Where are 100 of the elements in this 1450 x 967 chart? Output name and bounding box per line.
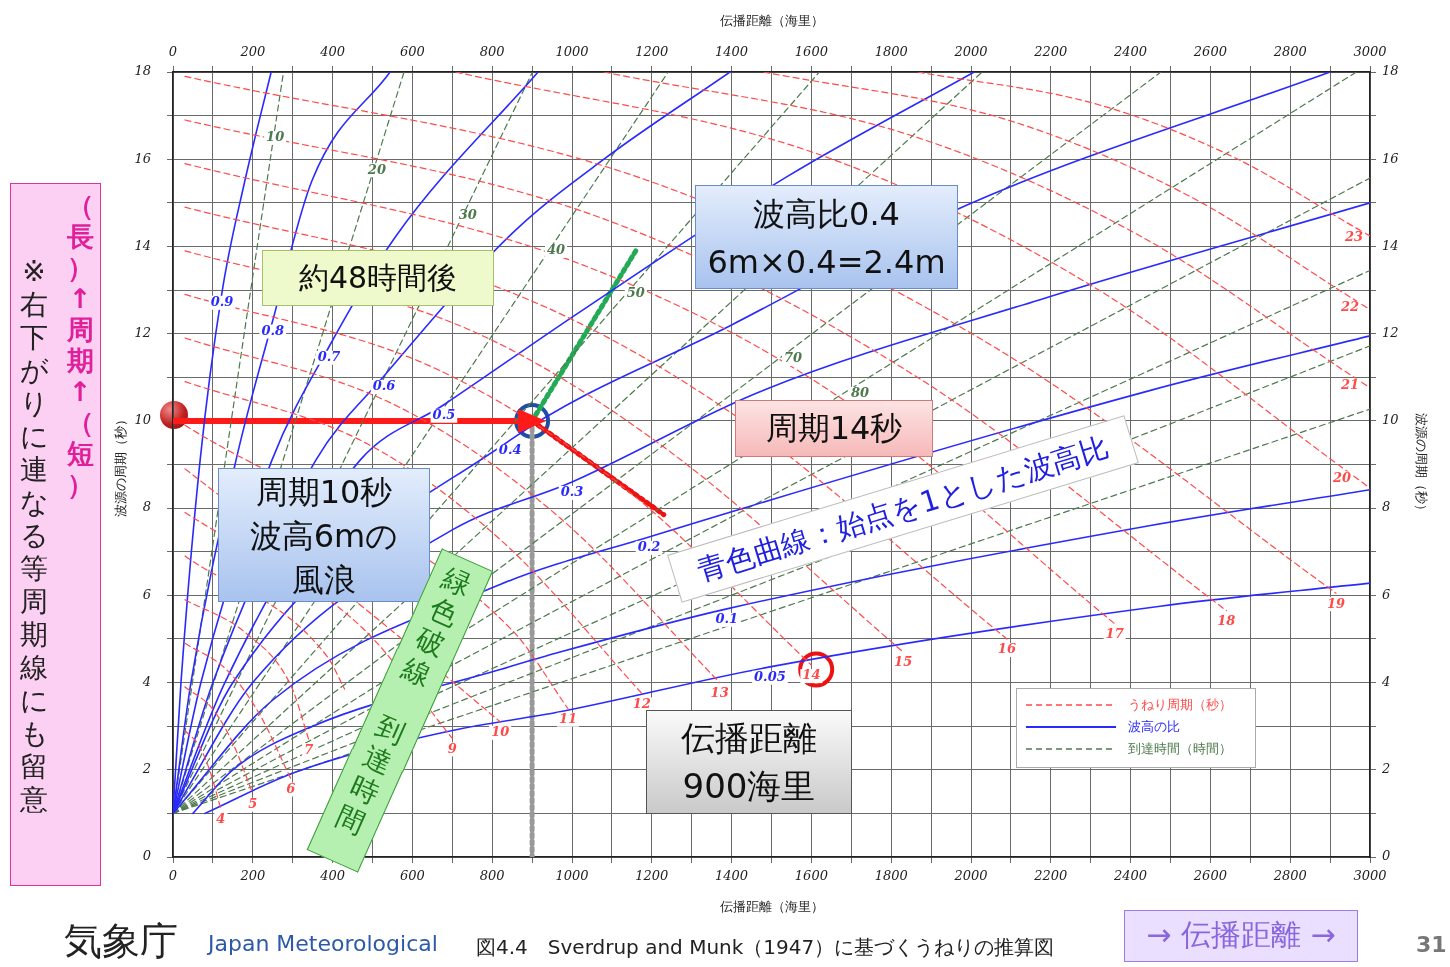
annotation: 11: [558, 711, 578, 727]
annotation: 10: [491, 724, 510, 740]
y-tick-label: 14: [134, 237, 151, 253]
annotation: 周期10秒: [254, 472, 394, 513]
x-tick-label: 1000: [555, 868, 589, 884]
x2-tick-label: 200: [239, 43, 266, 59]
x2-tick-label: 600: [399, 43, 425, 59]
annotation: 0.5: [432, 407, 456, 423]
y2-tick-label: 12: [1382, 325, 1399, 341]
text: ※右下がりに連なる等周期線にも留意: [19, 255, 49, 816]
y2-tick-label: 4: [1381, 673, 1391, 689]
y2-tick-label: 0: [1382, 848, 1391, 864]
annotation: 伝播距離: [680, 717, 818, 760]
annotation: 20: [1332, 469, 1352, 485]
annotation: 0.05: [754, 669, 786, 685]
annotation: 22: [1340, 299, 1360, 315]
annotation: 風浪: [292, 561, 356, 599]
annotation: 0.2: [637, 539, 661, 555]
y2-tick-label: 16: [1382, 150, 1399, 166]
y-tick-label: 18: [134, 63, 151, 79]
x-tick-label: 2800: [1272, 868, 1307, 884]
annotation: 30: [458, 207, 477, 223]
annotation: 0.6: [372, 378, 396, 394]
annotation: 13: [710, 684, 729, 700]
y2-tick-label: 14: [1382, 237, 1399, 253]
text: Japan Meteorological: [208, 931, 438, 956]
x2-tick-label: 1400: [715, 43, 749, 59]
annotation: 波高比0.4: [752, 194, 901, 235]
y-tick-label: 0: [142, 848, 151, 864]
annotation: 10: [266, 129, 285, 145]
annotation: 6: [286, 780, 296, 796]
x-tick-label: 2600: [1192, 868, 1227, 884]
annotation: 0.7: [317, 349, 341, 365]
annotation: 0.9: [210, 294, 234, 310]
annotation: 0.8: [261, 322, 285, 338]
x2-tick-label: 2400: [1113, 43, 1148, 59]
caption: 図4.4 Sverdrup and Munk（1947）に基づくうねりの推算図: [476, 934, 1055, 961]
y-tick-label: 6: [142, 586, 151, 602]
annotation: 6m×0.4=2.4m: [706, 242, 947, 283]
annotation: 18: [1217, 612, 1236, 628]
y2-tick-label: 2: [1381, 761, 1391, 777]
x-tick-label: 800: [479, 868, 505, 884]
x-tick-label: 400: [319, 868, 346, 884]
x2-tick-label: 2000: [953, 43, 988, 59]
x2-tick-label: 800: [479, 43, 505, 59]
annotation: 緑色破線: [396, 560, 478, 695]
annotation: 23: [1343, 229, 1364, 245]
x-axis-title: 伝播距離（海里）: [719, 898, 824, 914]
x-tick-label: 1800: [874, 868, 908, 884]
annotation: 16: [997, 641, 1016, 657]
x2-tick-label: 2600: [1192, 43, 1227, 59]
annotation: 到達時間: [330, 708, 412, 843]
x2-tick-label: 1200: [635, 43, 669, 59]
annotation: 15: [894, 654, 913, 670]
x2-tick-label: 2800: [1272, 43, 1307, 59]
text: （長）↑周期↑（短）: [66, 190, 94, 500]
x2-tick-label: 3000: [1353, 43, 1387, 59]
y-axis-title: 波源の周期（秒）: [113, 412, 129, 517]
annotation: 70: [784, 350, 803, 366]
x2-tick-label: 400: [319, 43, 346, 59]
annotation: 7: [304, 741, 314, 757]
y2-axis-title: 波源の周期（秒）: [1413, 412, 1429, 517]
annotation: 17: [1105, 626, 1124, 642]
y-tick-label: 10: [134, 412, 151, 428]
annotation: 5: [248, 796, 258, 812]
x-tick-label: 600: [399, 868, 425, 884]
annotation: 20: [366, 161, 386, 177]
x-tick-label: 1400: [715, 868, 749, 884]
x2-tick-label: 1000: [555, 43, 589, 59]
annotation: 0.1: [715, 611, 739, 627]
text: 31: [1416, 932, 1447, 957]
y2-tick-label: 6: [1382, 586, 1391, 602]
annotation: 19: [1327, 595, 1346, 611]
annotation: 0.4: [498, 442, 522, 458]
y2-tick-label: 18: [1382, 63, 1399, 79]
annotation: 900海里: [681, 765, 817, 808]
x2-tick-label: 1600: [794, 43, 828, 59]
annotation: 14: [802, 667, 821, 683]
x-tick-label: 2200: [1033, 868, 1068, 884]
x-tick-label: 3000: [1353, 868, 1387, 884]
text: 到達時間（時間）: [1128, 740, 1232, 758]
y-tick-label: 12: [134, 325, 151, 341]
x2-tick-label: 0: [168, 43, 178, 59]
x-tick-label: 0: [168, 868, 178, 884]
text: 気象庁: [64, 918, 178, 965]
x-tick-label: 2400: [1113, 868, 1148, 884]
annotation: 0.3: [560, 484, 584, 500]
x2-axis-title: 伝播距離（海里）: [719, 13, 824, 29]
annotation: 21: [1340, 377, 1360, 393]
y2-tick-label: 8: [1382, 499, 1391, 515]
y-tick-label: 8: [142, 499, 151, 515]
text: うねり周期（秒）: [1128, 696, 1232, 714]
annotation: 40: [546, 242, 566, 258]
annotation: 4: [216, 811, 226, 827]
y2-tick-label: 10: [1382, 412, 1399, 428]
x-tick-label: 200: [239, 868, 266, 884]
text: 波高の比: [1128, 718, 1180, 736]
annotation: 波高6mの: [248, 516, 400, 557]
y-tick-label: 4: [141, 673, 151, 689]
annotation: 50: [626, 285, 645, 301]
